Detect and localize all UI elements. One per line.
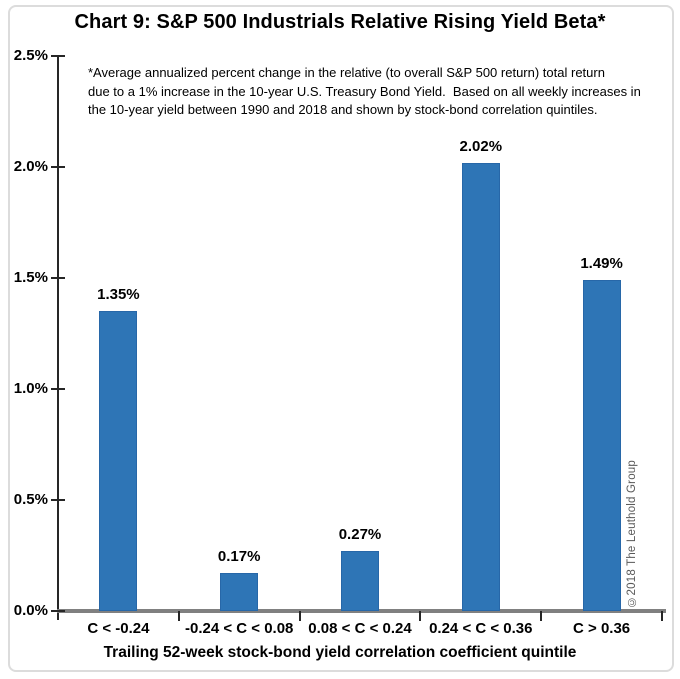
x-tick-mark <box>177 611 180 621</box>
y-tick-label: 2.5% <box>13 47 48 64</box>
bar-value-label: 1.49% <box>580 255 623 273</box>
y-tick-mark <box>51 166 65 168</box>
y-tick-label: 1.5% <box>13 269 48 286</box>
y-tick-mark <box>51 277 65 279</box>
y-tick-label: 0.5% <box>13 491 48 508</box>
x-tick-label: C > 0.36 <box>573 620 631 637</box>
y-tick-mark <box>51 499 65 501</box>
footnote-line: due to a 1% increase in the 10-year U.S.… <box>88 83 641 99</box>
x-tick-label: -0.24 < C < 0.08 <box>184 620 294 637</box>
bar <box>582 280 621 611</box>
bar-value-label: 2.02% <box>459 137 503 155</box>
x-tick-mark <box>298 611 301 621</box>
footnote-line: the 10-year yield between 1990 and 2018 … <box>88 102 598 117</box>
x-axis-title: Trailing 52-week stock-bond yield correl… <box>103 644 577 661</box>
plot-area: *Average annualized percent change in th… <box>14 47 666 637</box>
x-tick-label: 0.24 < C < 0.36 <box>429 620 533 637</box>
x-tick-mark <box>661 611 663 621</box>
y-tick-mark <box>51 55 65 57</box>
bar-value-label: 1.35% <box>97 286 140 304</box>
bar <box>220 573 259 611</box>
y-tick-label: 0.0% <box>13 602 48 619</box>
chart-footnote: *Average annualized percent change in th… <box>88 64 641 120</box>
bar <box>461 162 500 611</box>
copyright-vertical-text: ©2018 The Leuthold Group <box>626 460 638 608</box>
y-tick-label: 2.0% <box>13 158 48 175</box>
footnote-line: *Average annualized percent change in th… <box>88 65 605 80</box>
x-axis-baseline <box>57 609 666 613</box>
x-tick-mark <box>540 611 543 621</box>
chart-title: Chart 9: S&P 500 Industrials Relative Ri… <box>74 11 606 33</box>
bar-value-label: 0.17% <box>217 548 261 566</box>
y-tick-mark <box>51 610 65 612</box>
x-tick-mark <box>419 611 422 621</box>
x-tick-label: 0.08 < C < 0.24 <box>308 620 412 637</box>
bar <box>99 311 138 611</box>
y-axis-line <box>57 56 59 620</box>
bar-value-label: 0.27% <box>338 526 382 544</box>
y-tick-label: 1.0% <box>13 380 48 397</box>
bar <box>341 551 379 611</box>
x-tick-label: C < -0.24 <box>87 620 150 637</box>
y-tick-mark <box>51 388 65 390</box>
